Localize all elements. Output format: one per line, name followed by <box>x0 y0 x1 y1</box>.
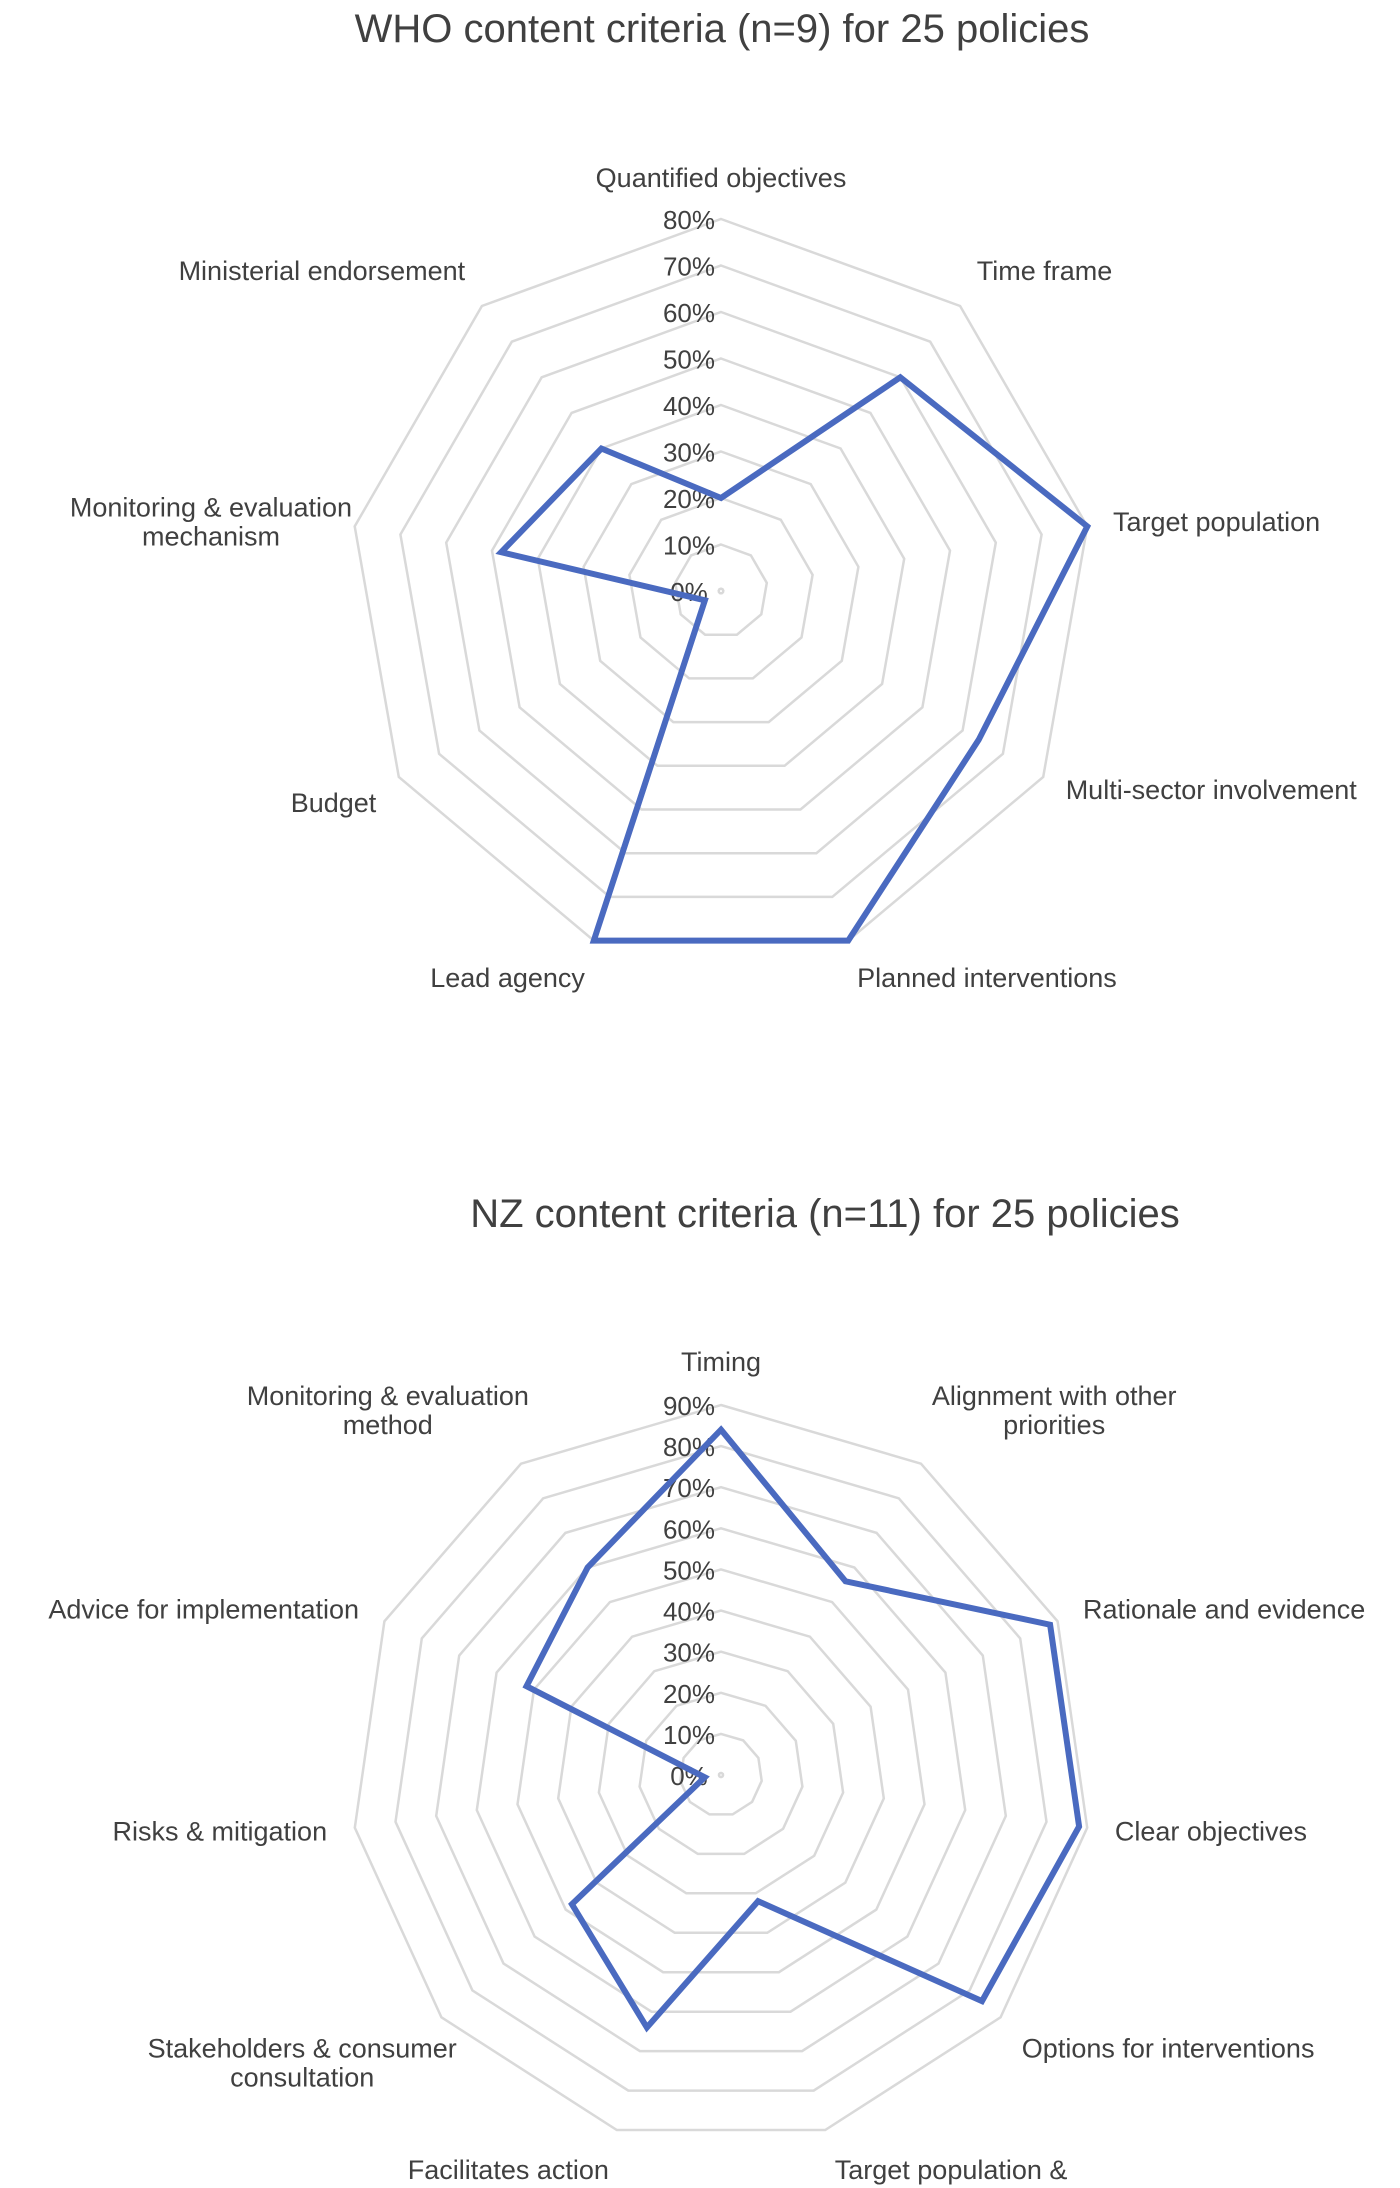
who-category-label-target-population: Target population <box>1113 507 1320 537</box>
nz-grid <box>353 1403 1089 2132</box>
who-category-label-time-frame: Time frame <box>977 256 1113 286</box>
nz-tick-label-3: 30% <box>663 1638 715 1668</box>
nz-category-label-options-for-interventions: Options for interventions <box>1022 2034 1315 2064</box>
nz-grid-ring-9 <box>353 1403 1089 2132</box>
who-tick-label-1: 10% <box>663 531 715 561</box>
who-grid-ring-7 <box>399 264 1043 899</box>
who-series <box>495 373 1092 944</box>
who-tick-labels: 0%10%20%30%40%50%60%70%80% <box>663 205 715 607</box>
nz-category-labels: Timing Alignment with other priorities Rati… <box>48 1347 1365 2188</box>
who-grid-ring-5 <box>490 357 952 811</box>
nz-tick-labels: 0%10%20%30%40%50%60%70%80%90% <box>663 1391 715 1791</box>
nz-tick-label-6: 60% <box>663 1514 715 1544</box>
who-tick-label-5: 50% <box>663 345 715 375</box>
nz-tick-label-5: 50% <box>663 1555 715 1585</box>
who-tick-label-8: 80% <box>663 205 715 235</box>
who-grid-ring-2 <box>628 496 814 680</box>
who-grid-ring-8 <box>353 217 1089 942</box>
nz-grid-ring-2 <box>638 1691 804 1856</box>
who-category-label-multi-sector-involvement: Multi-sector involvement <box>1066 775 1358 805</box>
who-tick-label-7: 70% <box>663 252 715 282</box>
nz-series <box>522 1425 1083 2033</box>
nz-category-label-stakeholders-and-consumer-consultation: Stakeholders & consumer consultation <box>148 2034 457 2093</box>
nz-grid-ring-5 <box>516 1568 926 1974</box>
nz-tick-label-4: 40% <box>663 1597 715 1627</box>
who-grid-ring-3 <box>582 450 860 724</box>
who-tick-label-3: 30% <box>663 438 715 468</box>
who-tick-label-6: 60% <box>663 298 715 328</box>
who-grid-ring-1 <box>673 543 769 636</box>
nz-category-label-timing: Timing <box>681 1347 761 1377</box>
who-category-label-quantified-objectives: Quantified objectives <box>596 163 847 193</box>
nz-grid-ring-0 <box>717 1771 725 1779</box>
nz-chart-title: NZ content criteria (n=11) for 25 polici… <box>470 1192 1180 1236</box>
who-grid-ring-4 <box>536 403 906 768</box>
who-tick-label-4: 40% <box>663 391 715 421</box>
nz-category-label-risks-and-mitigation: Risks & mitigation <box>113 1817 328 1847</box>
nz-series-line-0 <box>522 1425 1083 2033</box>
who-series-line-0 <box>495 373 1092 944</box>
who-tick-label-2: 20% <box>663 484 715 514</box>
who-category-label-planned-interventions: Planned interventions <box>857 963 1117 993</box>
nz-radar-chart: NZ content criteria (n=11) for 25 polici… <box>48 1192 1365 2188</box>
nz-category-label-alignment-with-other-priorities: Alignment with other priorities <box>932 1381 1177 1440</box>
nz-category-label-facilitates-action: Facilitates action <box>408 2155 609 2185</box>
nz-category-label-clear-objectives: Clear objectives <box>1115 1817 1307 1847</box>
who-category-label-budget: Budget <box>291 788 377 818</box>
nz-grid-ring-6 <box>475 1526 967 2013</box>
who-category-label-lead-agency: Lead agency <box>430 963 585 993</box>
nz-grid-ring-7 <box>434 1485 1008 2053</box>
who-grid <box>353 217 1089 942</box>
who-category-label-monitoring-and-evaluation-mechanism: Monitoring & evaluation mechanism <box>70 492 352 551</box>
who-radar-chart: WHO content criteria (n=9) for 25 polici… <box>70 7 1357 993</box>
nz-category-label-monitoring-and-evaluation-method: Monitoring & evaluation method <box>247 1381 529 1440</box>
nz-tick-label-2: 20% <box>663 1679 715 1709</box>
who-chart-title: WHO content criteria (n=9) for 25 polici… <box>355 7 1090 51</box>
nz-category-label-rationale-and-evidence: Rationale and evidence <box>1083 1595 1365 1625</box>
nz-tick-label-9: 90% <box>663 1391 715 1421</box>
who-grid-ring-0 <box>717 587 725 595</box>
nz-grid-ring-1 <box>679 1732 763 1816</box>
nz-grid-ring-3 <box>597 1650 845 1895</box>
who-category-labels: Quantified objectives Time frame Target po… <box>70 163 1357 993</box>
nz-tick-label-1: 10% <box>663 1720 715 1750</box>
nz-grid-ring-8 <box>394 1444 1048 2092</box>
nz-category-label-target-population-and-diversity: Target population &diversity <box>835 2155 1068 2188</box>
nz-grid-ring-4 <box>556 1609 886 1935</box>
who-category-label-ministerial-endorsement: Ministerial endorsement <box>179 256 466 286</box>
nz-category-label-advice-for-implementation: Advice for implementation <box>48 1595 359 1625</box>
who-grid-ring-6 <box>444 310 998 855</box>
